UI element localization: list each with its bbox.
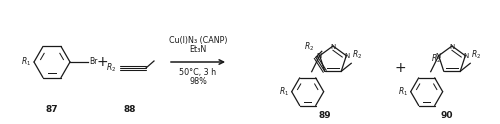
Text: $R_2$: $R_2$ bbox=[352, 49, 362, 61]
Text: 90: 90 bbox=[441, 110, 453, 120]
Text: $R_2$: $R_2$ bbox=[304, 41, 314, 53]
Text: 98%: 98% bbox=[189, 78, 207, 87]
Text: Cu(I)N₃ (CANP): Cu(I)N₃ (CANP) bbox=[169, 35, 227, 45]
Text: 87: 87 bbox=[46, 106, 59, 114]
Text: Br: Br bbox=[89, 58, 98, 66]
Text: 88: 88 bbox=[124, 106, 136, 114]
Text: $R_2$: $R_2$ bbox=[471, 49, 482, 61]
Text: $R_1$: $R_1$ bbox=[398, 85, 407, 98]
Text: N: N bbox=[435, 53, 440, 59]
Text: $R_2$: $R_2$ bbox=[106, 62, 116, 74]
Text: $R_1$: $R_1$ bbox=[278, 85, 288, 98]
Text: Et₃N: Et₃N bbox=[190, 46, 206, 55]
Text: N: N bbox=[450, 44, 454, 50]
Text: 50°C, 3 h: 50°C, 3 h bbox=[180, 67, 216, 77]
Text: 89: 89 bbox=[318, 110, 332, 120]
Text: N: N bbox=[330, 44, 336, 50]
Text: $R_2$: $R_2$ bbox=[430, 53, 441, 65]
Text: +: + bbox=[96, 55, 108, 69]
Text: N: N bbox=[464, 53, 469, 59]
Text: $R_1$: $R_1$ bbox=[21, 56, 31, 68]
Text: N: N bbox=[316, 53, 322, 59]
Text: +: + bbox=[394, 61, 406, 75]
Text: N: N bbox=[344, 53, 350, 59]
